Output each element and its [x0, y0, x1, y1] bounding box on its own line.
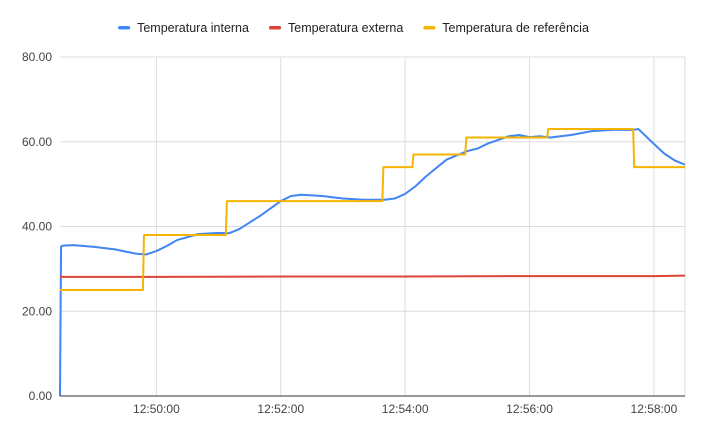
x-tick-label: 12:54:00	[382, 402, 429, 416]
y-tick-label: 60.00	[22, 135, 52, 149]
y-tick-label: 20.00	[22, 304, 52, 318]
legend-swatch	[269, 26, 281, 30]
legend-item: Temperatura interna	[118, 21, 249, 35]
legend-swatch	[423, 26, 436, 30]
series-line-temperatura-externa	[60, 274, 686, 278]
x-tick-label: 12:56:00	[506, 402, 553, 416]
legend-item: Temperatura de referência	[423, 21, 589, 35]
series-lines	[59, 128, 686, 397]
x-tick-label: 12:58:00	[631, 402, 678, 416]
legend: Temperatura interna Temperatura externa Te…	[118, 21, 589, 35]
y-tick-label: 80.00	[22, 50, 52, 64]
legend-label: Temperatura externa	[288, 21, 403, 35]
y-tick-label: 40.00	[22, 220, 52, 234]
legend-item: Temperatura externa	[269, 21, 403, 35]
x-tick-label: 12:52:00	[257, 402, 304, 416]
axes: 0.00 20.00 40.00 60.00 80.00 12:50:00 12:52:00…	[22, 50, 685, 416]
y-tick-label: 0.00	[29, 389, 53, 403]
gridlines	[60, 56, 686, 396]
legend-label: Temperatura de referência	[442, 21, 589, 35]
series-line-temperatura-de-referencia	[60, 128, 685, 292]
x-tick-label: 12:50:00	[133, 402, 180, 416]
legend-label: Temperatura interna	[137, 21, 249, 35]
legend-swatch	[118, 26, 131, 30]
series-line-temperatura-interna	[59, 128, 686, 397]
